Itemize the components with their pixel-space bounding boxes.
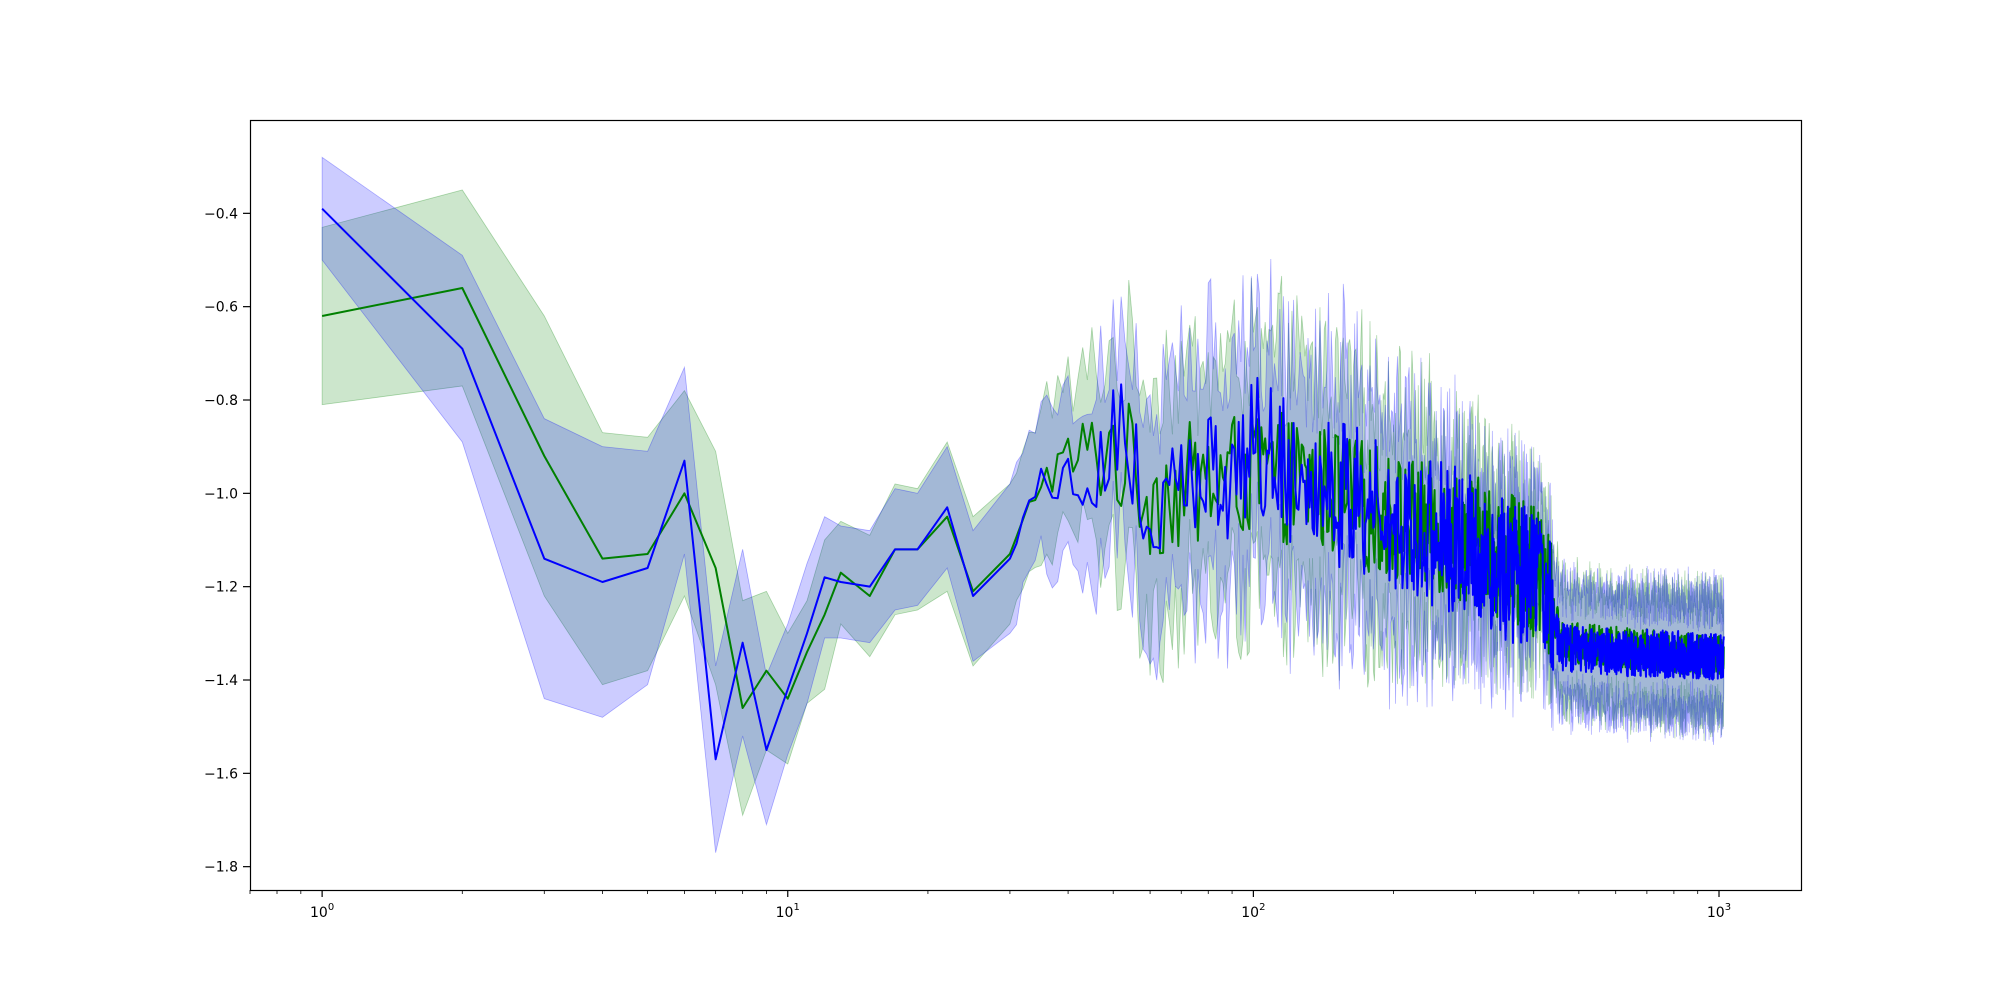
y-tick-label: −1.0 [204, 486, 238, 502]
series-2-band [321, 156, 1725, 853]
plot-frame [249, 119, 1803, 892]
series-2-line [321, 207, 1725, 761]
y-tick-label: −1.8 [204, 860, 238, 876]
x-tick-label: 103 [1707, 902, 1731, 921]
x-tick-label: 102 [1241, 902, 1265, 921]
series-1-band [321, 189, 1725, 817]
y-axis: −0.4 −0.6 −0.8 −1.0 −1.2 −1.4 −1.6 −1.8 [204, 206, 250, 876]
x-tick-label: 100 [310, 902, 334, 921]
y-tick-label: −0.8 [204, 393, 238, 409]
y-tick-label: −0.6 [204, 300, 238, 316]
y-tick-label: −1.2 [204, 580, 238, 596]
x-tick-label: 101 [776, 902, 800, 921]
y-tick-label: −1.6 [204, 766, 238, 782]
y-tick-label: −1.4 [204, 673, 238, 689]
confidence-bands [321, 156, 1725, 853]
y-tick-label: −0.4 [204, 206, 238, 222]
x-axis: 100 101 102 103 [249, 890, 1731, 921]
series-lines [321, 207, 1725, 761]
